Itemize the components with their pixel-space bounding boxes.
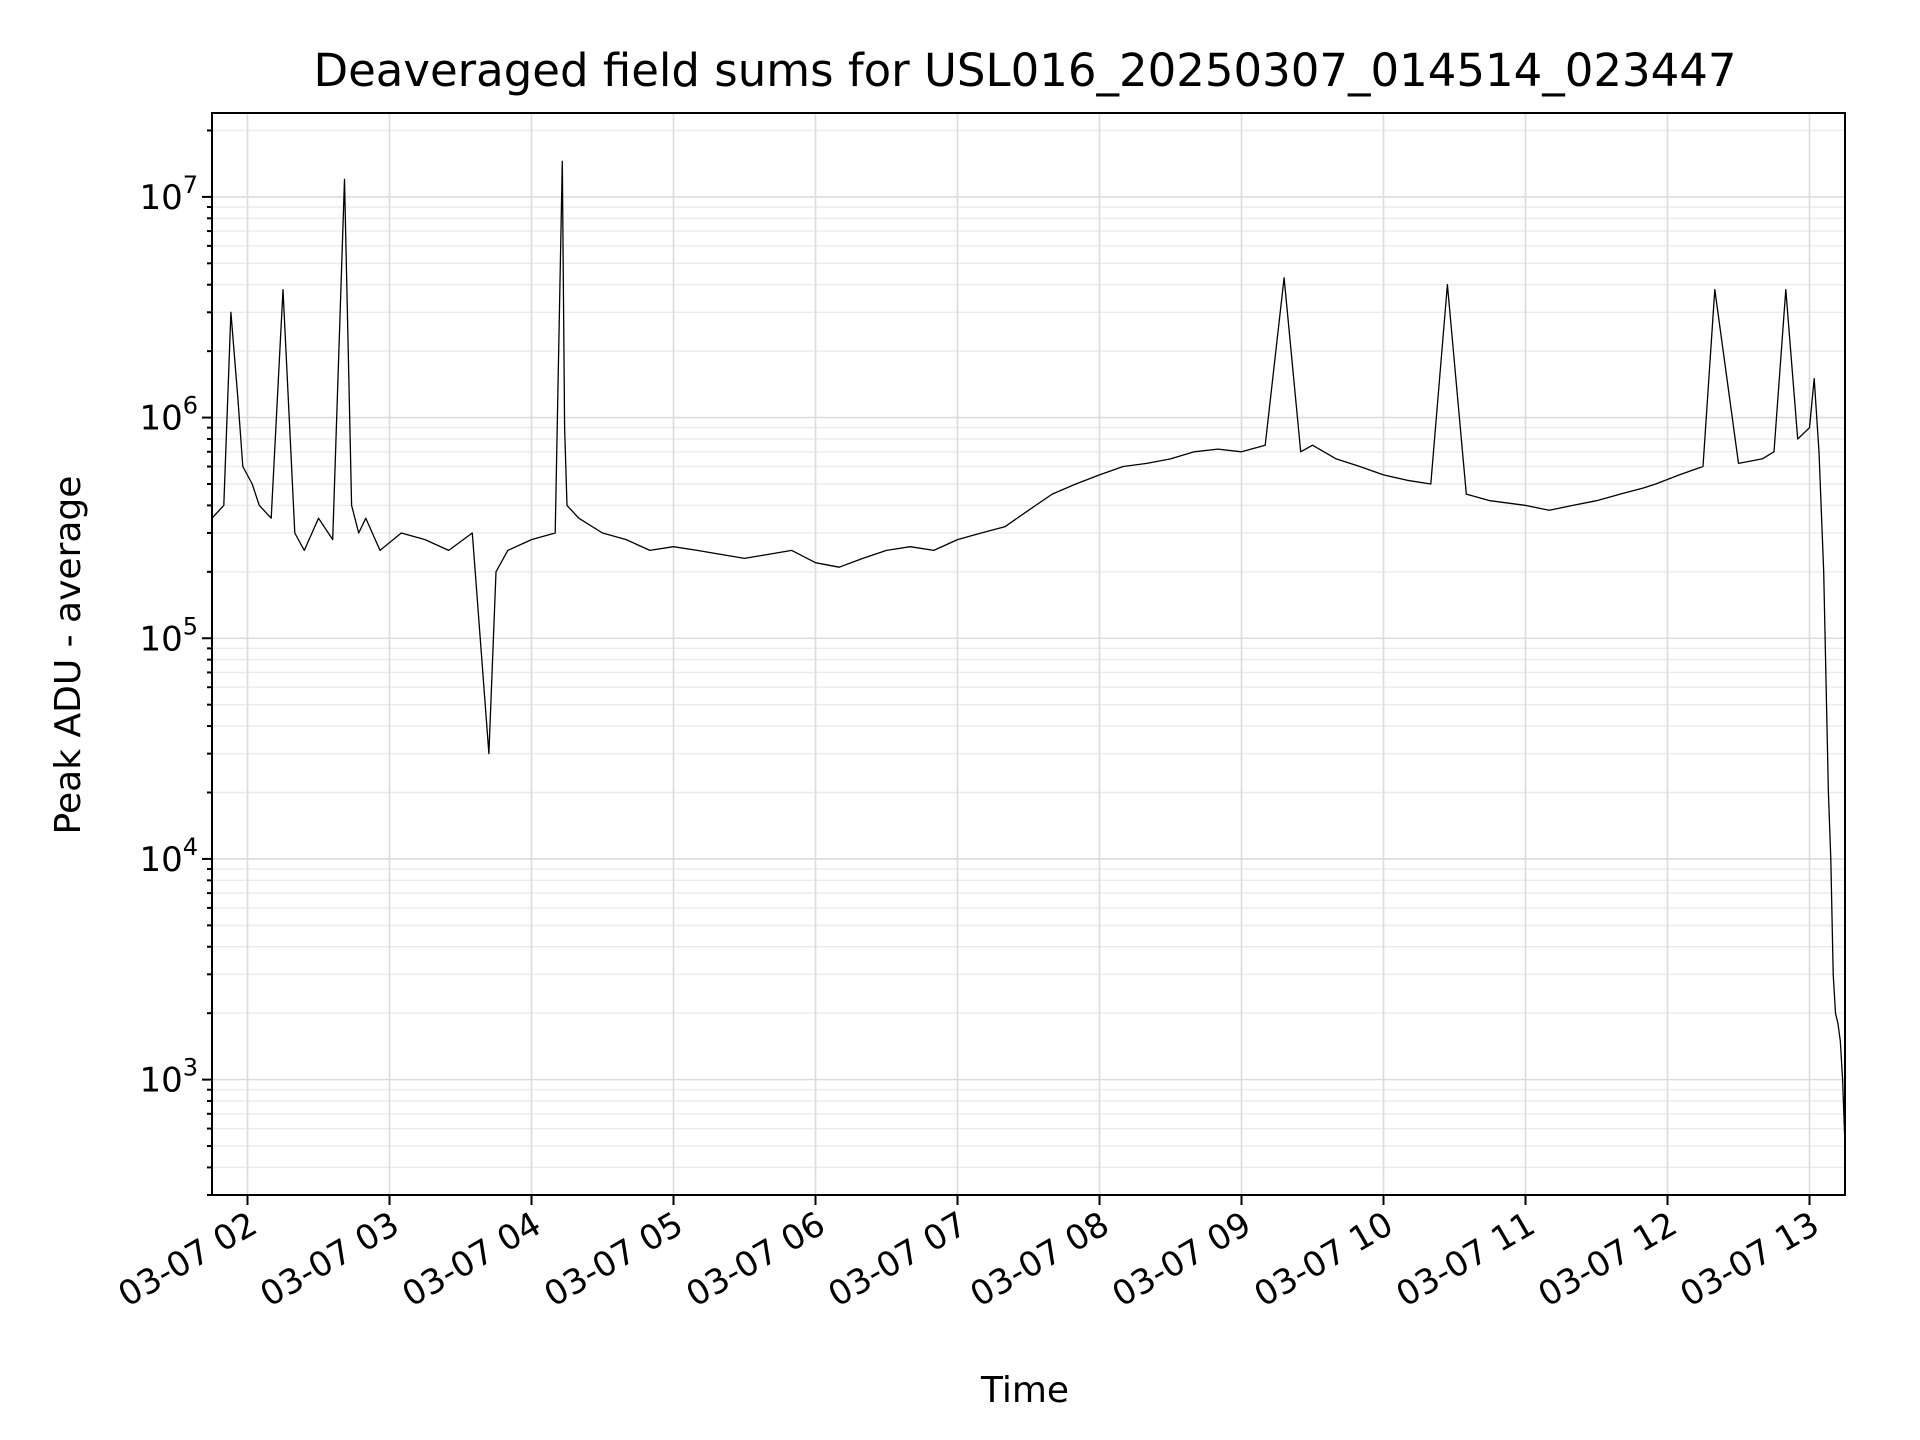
y-tick-label: 105 <box>139 612 198 659</box>
y-axis-label: Peak ADU - average <box>48 476 89 835</box>
grid <box>212 113 1845 1196</box>
y-tick-exponent: 3 <box>183 1054 198 1082</box>
y-tick-exponent: 6 <box>183 392 198 420</box>
y-tick-label: 104 <box>139 833 198 880</box>
x-axis-label: Time <box>980 1370 1069 1411</box>
y-tick-label: 107 <box>139 171 198 218</box>
y-tick-exponent: 7 <box>183 171 198 199</box>
y-tick-base: 10 <box>139 619 182 659</box>
y-tick-label: 103 <box>139 1054 198 1101</box>
y-tick-base: 10 <box>139 1061 182 1101</box>
y-tick-base: 10 <box>139 178 182 218</box>
y-tick-label: 106 <box>139 392 198 439</box>
chart-title: Deaveraged field sums for USL016_2025030… <box>313 44 1736 97</box>
series-line <box>211 160 1846 1147</box>
y-tick-base: 10 <box>139 840 182 880</box>
series-layer <box>211 160 1846 1147</box>
y-tick-exponent: 4 <box>183 833 198 861</box>
y-tick-base: 10 <box>139 399 182 439</box>
y-tick-exponent: 5 <box>183 612 198 640</box>
plot-frame <box>211 112 1846 1196</box>
